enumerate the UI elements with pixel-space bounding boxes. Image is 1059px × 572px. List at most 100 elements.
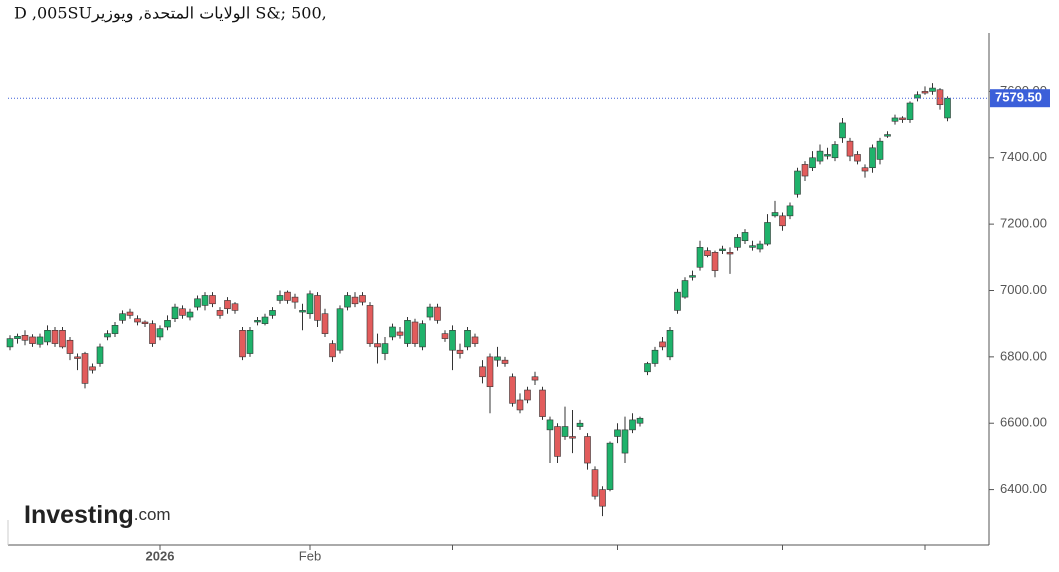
- candle-body: [231, 303, 239, 311]
- candle-body: [104, 333, 111, 338]
- candle-body: [96, 346, 104, 364]
- candle-body: [869, 147, 876, 169]
- candle-body: [554, 426, 561, 457]
- candle-body: [764, 222, 771, 245]
- candle-body: [389, 326, 396, 338]
- candle-body: [6, 338, 14, 348]
- candle-body: [314, 295, 321, 321]
- candle-body: [14, 335, 21, 339]
- candle-body: [344, 295, 351, 308]
- x-tick-label: Feb: [299, 548, 321, 563]
- candle-body: [291, 296, 299, 303]
- candle-body: [561, 426, 569, 437]
- candle-body: [794, 170, 801, 195]
- candle-body: [246, 330, 254, 354]
- candle-body: [914, 94, 921, 99]
- candle-body: [119, 313, 126, 321]
- x-tick-label: 2026: [146, 548, 175, 563]
- candle-body: [569, 436, 576, 439]
- candle-body: [51, 330, 59, 344]
- candle-body: [674, 291, 681, 311]
- candle-body: [524, 389, 531, 401]
- candle-body: [171, 306, 179, 319]
- chart-title: D ,005SUالولايات المتحدة, ويوزير S&; 500…: [14, 4, 327, 23]
- candle-body: [471, 336, 479, 344]
- candle-body: [359, 295, 366, 303]
- candle-body: [209, 295, 216, 305]
- candle-body: [906, 102, 914, 120]
- candle-body: [539, 389, 546, 417]
- candle-body: [741, 232, 749, 242]
- candle-body: [374, 343, 381, 348]
- candle-body: [584, 436, 591, 464]
- candle-body: [786, 205, 794, 217]
- candle-body: [734, 237, 741, 248]
- candle-body: [576, 422, 584, 427]
- candle-body: [501, 359, 509, 364]
- candle-body: [141, 321, 149, 324]
- candle-body: [779, 215, 786, 227]
- brand-suffix: .com: [134, 505, 171, 524]
- candle-body: [659, 341, 666, 348]
- candle-body: [434, 306, 441, 321]
- candle-body: [891, 117, 899, 122]
- candle-body: [201, 295, 209, 306]
- candle-body: [816, 150, 824, 162]
- candle-body: [884, 134, 891, 137]
- candle-body: [629, 419, 636, 431]
- candle-body: [621, 429, 629, 454]
- candle-body: [666, 330, 674, 358]
- candle-body: [89, 366, 96, 371]
- candle-body: [426, 306, 434, 318]
- candle-body: [824, 154, 831, 157]
- candle-body: [831, 144, 839, 159]
- candle-body: [269, 310, 276, 316]
- price-tag-label: 7579.50: [995, 90, 1042, 105]
- candle-body: [419, 323, 426, 348]
- candle-body: [516, 399, 524, 411]
- candle-body: [546, 419, 554, 431]
- candle-body: [224, 300, 231, 310]
- candle-body: [644, 363, 651, 373]
- candle-body: [336, 308, 344, 351]
- candle-body: [839, 122, 846, 139]
- candle-body: [396, 331, 404, 336]
- candle-body: [381, 343, 389, 354]
- candle-body: [704, 250, 711, 256]
- candle-body: [111, 325, 119, 334]
- candle-body: [441, 333, 449, 339]
- candle-body: [464, 330, 471, 348]
- candle-body: [261, 316, 269, 324]
- candle-body: [749, 245, 756, 248]
- candle-body: [846, 140, 854, 157]
- candle-body: [306, 293, 314, 315]
- candle-body: [164, 320, 171, 328]
- brand-name: Investing: [24, 501, 134, 529]
- candle-body: [284, 291, 291, 301]
- candle-body: [456, 349, 464, 354]
- candle-body: [809, 157, 816, 169]
- candle-body: [801, 164, 809, 177]
- candle-body: [756, 243, 764, 250]
- candle-body: [636, 417, 644, 424]
- candle-body: [411, 321, 419, 344]
- candle-body: [606, 442, 614, 490]
- candle-body: [81, 353, 89, 384]
- candle-body: [449, 330, 456, 351]
- candle-body: [276, 295, 284, 301]
- candle-body: [351, 296, 359, 305]
- candle-body: [591, 469, 599, 497]
- candle-body: [134, 318, 141, 323]
- candle-body: [194, 298, 201, 308]
- candle-body: [614, 429, 621, 437]
- candle-body: [299, 310, 306, 313]
- price-tag: [990, 89, 1050, 108]
- candle-body: [651, 349, 659, 364]
- candle-body: [29, 336, 36, 344]
- y-tick-label: 7400.00: [1000, 149, 1047, 164]
- y-tick-label: 7200.00: [1000, 216, 1047, 231]
- candle-body: [944, 97, 951, 119]
- candle-body: [74, 356, 81, 359]
- candle-body: [366, 305, 374, 344]
- candle-body: [126, 311, 134, 316]
